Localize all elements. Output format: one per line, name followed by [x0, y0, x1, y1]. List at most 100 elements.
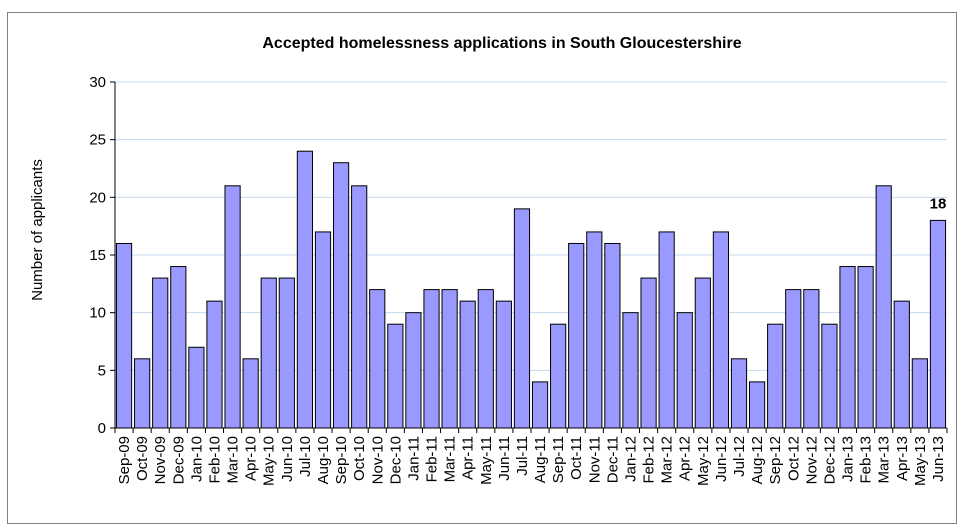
- bar-dec-10: [387, 323, 404, 429]
- bar-may-12: [694, 277, 711, 429]
- bar-nov-10: [369, 289, 386, 429]
- bar-aug-12: [748, 381, 766, 429]
- bars: [115, 150, 947, 429]
- y-tick-label: 0: [98, 420, 106, 437]
- bar-sep-10: [332, 162, 350, 429]
- bar-sep-12: [767, 323, 784, 429]
- bar-sep-11: [550, 323, 567, 429]
- y-tick-label: 15: [89, 247, 106, 264]
- bar-jul-11: [513, 208, 531, 429]
- x-tick-label: Oct-10: [351, 436, 368, 481]
- x-tick-label: Dec-12: [821, 436, 838, 484]
- x-tick-label: Feb-12: [641, 436, 658, 484]
- x-tick-label: Oct-12: [785, 436, 802, 481]
- bar-jul-10: [296, 150, 314, 429]
- x-tick-label: Jan-12: [622, 436, 639, 482]
- bar-apr-10: [242, 358, 259, 429]
- axes: [110, 81, 948, 433]
- x-tick-label: Oct-09: [134, 436, 151, 481]
- y-axis-label: Number of applicants: [29, 159, 46, 301]
- bar-dec-12: [821, 323, 838, 429]
- x-tick-label: Apr-10: [243, 436, 260, 481]
- bar-aug-11: [531, 381, 549, 429]
- x-tick-label: May-10: [261, 436, 278, 486]
- bar-oct-09: [134, 358, 151, 429]
- bar-feb-11: [423, 289, 440, 429]
- bar-nov-11: [586, 231, 603, 429]
- bar-may-10: [260, 277, 277, 429]
- bar-mar-12: [658, 231, 675, 429]
- bar-jan-13: [839, 266, 856, 429]
- x-tick-label: Jul-11: [514, 436, 531, 476]
- x-tick-label: Dec-09: [170, 436, 187, 484]
- x-tick-label: Oct-11: [568, 436, 585, 480]
- x-tick-label: Sep-11: [550, 436, 567, 483]
- bar-oct-12: [785, 289, 802, 429]
- x-tick-label: Mar-13: [876, 436, 893, 484]
- chart-frame: [7, 12, 957, 524]
- y-tick-label: 30: [89, 74, 106, 91]
- bar-jan-12: [622, 312, 639, 429]
- x-tick-label: Nov-12: [803, 436, 820, 484]
- x-tick-label: Feb-10: [206, 436, 223, 484]
- bar-jun-13: [929, 219, 947, 429]
- x-tick-label: Aug-11: [532, 436, 549, 483]
- x-tick-label: Jul-10: [297, 436, 314, 477]
- x-tick-label: Mar-11: [442, 436, 459, 482]
- bar-jun-12: [712, 231, 730, 429]
- x-tick-label: Aug-10: [315, 436, 332, 484]
- bar-mar-10: [224, 185, 241, 429]
- x-tick-label: Jun-12: [713, 436, 730, 482]
- x-tick-label: Nov-11: [586, 436, 603, 483]
- x-tick-label: Mar-12: [659, 436, 676, 484]
- x-tick-label: Apr-13: [894, 436, 911, 481]
- bar-apr-13: [893, 300, 910, 429]
- x-tick-label: Sep-10: [333, 436, 350, 484]
- bar-jan-11: [405, 312, 422, 429]
- y-tick-label: 10: [89, 305, 106, 322]
- chart-title: Accepted homelessness applications in So…: [262, 35, 741, 52]
- x-tick-label: Jan-10: [188, 436, 205, 482]
- x-tick-label: Jan-11: [405, 436, 422, 481]
- bar-jun-10: [278, 277, 295, 429]
- x-tick-label: May-13: [912, 436, 929, 486]
- x-tick-label: Sep-09: [116, 436, 133, 484]
- bar-aug-10: [314, 231, 332, 429]
- bar-nov-12: [803, 289, 820, 429]
- bar-oct-10: [351, 185, 368, 429]
- x-tick-label: May-12: [695, 436, 712, 486]
- bar-feb-12: [640, 277, 657, 429]
- bar-mar-13: [875, 185, 892, 429]
- x-tick-label: Sep-12: [767, 436, 784, 484]
- x-tick-label: Jul-12: [731, 436, 748, 477]
- data-label: 18: [930, 195, 947, 212]
- bar-jul-12: [730, 358, 748, 429]
- x-tick-label: Mar-10: [225, 436, 242, 484]
- x-tick-label: Nov-09: [152, 436, 169, 484]
- x-tick-label: Jun-11: [496, 436, 513, 481]
- bar-apr-11: [459, 300, 476, 429]
- y-tick-label: 25: [89, 132, 106, 149]
- bar-may-11: [477, 289, 494, 429]
- bar-jan-10: [188, 346, 205, 429]
- bar-mar-11: [441, 289, 458, 429]
- bar-sep-09: [115, 242, 133, 429]
- x-tick-label: Jun-10: [279, 436, 296, 482]
- y-tick-label: 5: [98, 362, 106, 379]
- bar-feb-10: [206, 300, 223, 429]
- x-tick-label: Aug-12: [749, 436, 766, 484]
- x-tick-label: Dec-10: [387, 436, 404, 484]
- bar-oct-11: [568, 242, 585, 429]
- x-tick-label: Dec-11: [604, 436, 621, 483]
- x-tick-label: Jan-13: [840, 436, 857, 482]
- bar-nov-09: [152, 277, 169, 429]
- x-tick-label: Jun-13: [930, 436, 947, 482]
- bar-dec-09: [170, 266, 187, 429]
- x-tick-label: Apr-11: [460, 436, 477, 480]
- bar-jun-11: [495, 300, 512, 429]
- x-tick-label: May-11: [478, 436, 495, 485]
- bar-dec-11: [604, 242, 621, 429]
- bar-apr-12: [676, 312, 693, 429]
